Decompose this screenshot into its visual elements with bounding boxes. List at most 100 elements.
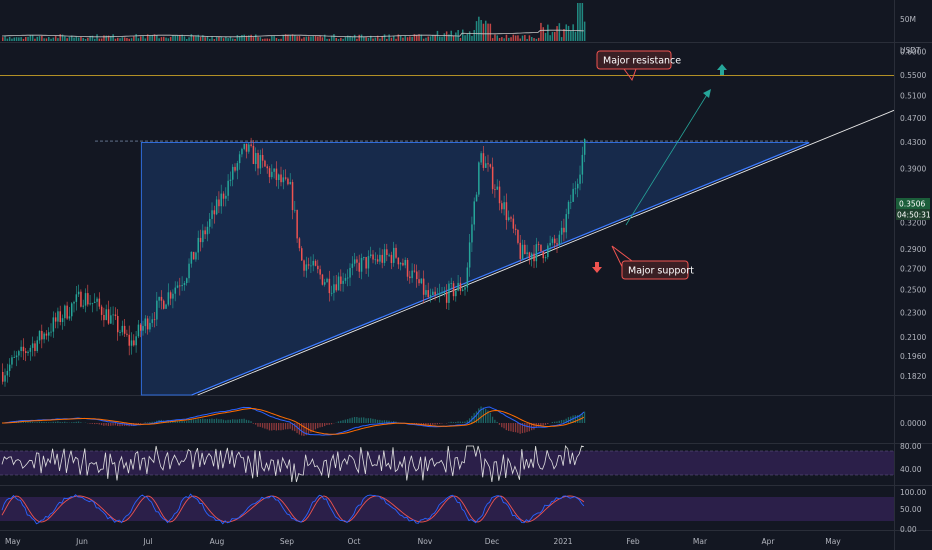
volume-bar (153, 34, 156, 41)
candle-body (503, 202, 505, 210)
volume-bar (577, 3, 579, 41)
macd-hist-bar (151, 421, 153, 423)
volume-bar (452, 35, 455, 41)
macd-hist-bar (310, 423, 312, 433)
volume-bar (365, 37, 367, 41)
callout-major-resistance[interactable]: Major resistance (596, 50, 681, 82)
candle-body (413, 270, 416, 272)
volume-bar (344, 36, 347, 41)
macd-hist-bar (565, 418, 567, 423)
candle-body (255, 153, 257, 164)
stoch-d-line (1, 495, 585, 523)
candle-body (149, 322, 151, 330)
volume-bar (583, 21, 586, 41)
callout-box (596, 50, 672, 70)
candle-body (4, 375, 6, 382)
volume-bar (103, 35, 105, 41)
price-tick-label: 0.2500 (900, 286, 926, 295)
macd-hist-bar (434, 423, 436, 425)
volume-bar (498, 38, 501, 41)
macd-hist-bar (121, 423, 123, 426)
macd-hist-bar (305, 423, 307, 436)
rsi-line (1, 445, 585, 483)
volume-bar (137, 38, 140, 41)
volume-bar (31, 34, 34, 41)
macd-hist-bar (264, 423, 266, 429)
candle-body (351, 263, 354, 268)
macd-hist-bar (312, 423, 314, 431)
candle-body (374, 259, 377, 261)
volume-bar (330, 35, 333, 41)
volume-bar (395, 38, 397, 41)
candle-body (103, 315, 105, 321)
red-down-arrow-icon (592, 262, 602, 273)
macd-hist-bar (475, 411, 478, 423)
candle-body (188, 263, 190, 279)
macd-hist-bar (337, 421, 340, 423)
macd-hist-bar (105, 423, 107, 426)
volume-bar (581, 3, 584, 41)
rsi-tick-label-40: 40.00 (900, 465, 922, 474)
macd-line (1, 406, 585, 436)
volume-bar (229, 36, 232, 41)
candle-body (556, 243, 558, 245)
price-tick-label: 0.2100 (900, 333, 926, 342)
volume-bar (206, 36, 209, 41)
candle-body (238, 154, 241, 164)
macd-hist-bar (505, 423, 507, 431)
volume-bar (213, 39, 216, 41)
macd-hist-bar (204, 419, 206, 423)
macd-hist-bar (383, 420, 386, 423)
macd-hist-bar (347, 419, 349, 423)
macd-hist-bar (252, 423, 254, 424)
macd-hist-bar (222, 419, 225, 423)
candle-body (241, 148, 243, 155)
callout-major-support[interactable]: Major support (611, 245, 694, 280)
volume-bar (565, 24, 567, 41)
candle-body (186, 278, 188, 283)
candle-body (280, 174, 282, 183)
macd-hist-bar (77, 421, 80, 423)
candle-body (305, 264, 308, 271)
candle-body (259, 155, 262, 169)
volume-bar (130, 38, 133, 41)
volume-bar (411, 36, 413, 41)
volume-bar (77, 37, 80, 41)
volume-bar (340, 37, 342, 41)
candle-body (388, 254, 390, 256)
macd-hist-bar (243, 418, 245, 423)
volume-bar (225, 36, 227, 41)
macd-hist-bar (464, 421, 466, 423)
volume-bar (462, 29, 464, 41)
macd-hist-bar (25, 421, 27, 423)
volume-bar (195, 35, 197, 41)
macd-hist-bar (365, 418, 367, 423)
volume-bar (333, 34, 335, 41)
volume-bar (248, 35, 250, 41)
candle-body (144, 318, 147, 327)
stoch-tick-label-50: 50.00 (900, 505, 922, 514)
candle-body (425, 290, 427, 295)
volume-bar (20, 37, 22, 41)
macd-hist-bar (229, 419, 231, 423)
volume-bar (186, 39, 188, 41)
candle-body (358, 262, 360, 272)
candle-body (2, 372, 4, 382)
candle-body (261, 155, 264, 161)
macd-hist-bar (372, 418, 374, 423)
candle-body (526, 252, 528, 254)
volume-bar (13, 37, 15, 41)
macd-hist-bar (524, 423, 526, 433)
volume-bar (96, 34, 98, 41)
macd-tick-label: 0.0000 (900, 419, 926, 428)
volume-bar (176, 35, 179, 41)
candle-body (236, 163, 239, 171)
volume-bar (121, 37, 124, 41)
macd-hist-bar (531, 423, 533, 431)
price-tick-label: 0.3200 (900, 218, 926, 227)
macd-hist-bar (241, 418, 243, 423)
macd-hist-bar (307, 423, 310, 435)
candle-body (528, 252, 531, 259)
candle-body (519, 242, 521, 259)
